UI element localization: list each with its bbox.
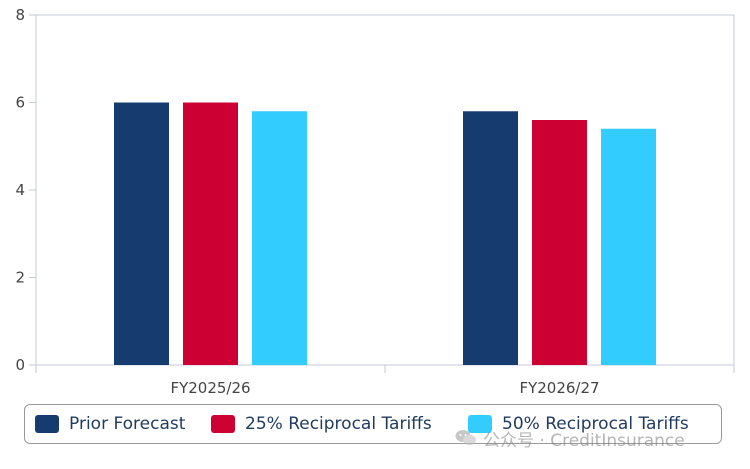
bar-fy2025-26-series-2[interactable] xyxy=(183,102,238,366)
legend-label: 50% Reciprocal Tariffs xyxy=(502,414,689,434)
y-tick-label: 6 xyxy=(15,94,25,112)
y-tick-label: 8 xyxy=(15,6,25,24)
legend: Prior Forecast 25% Reciprocal Tariffs 50… xyxy=(24,404,722,444)
bar-fy2025-26-series-3[interactable] xyxy=(252,111,307,365)
legend-label: Prior Forecast xyxy=(69,414,186,434)
y-tick-label: 4 xyxy=(15,181,25,199)
legend-label: 25% Reciprocal Tariffs xyxy=(245,414,432,434)
watermark-text: 公众号 · CreditInsurance xyxy=(483,430,685,451)
bar-fy2025-26-series-1[interactable] xyxy=(114,102,169,366)
legend-item-25-reciprocal-tariffs[interactable]: 25% Reciprocal Tariffs xyxy=(211,405,432,443)
x-category-label: FY2026/27 xyxy=(519,379,599,397)
watermark: 公众号 · CreditInsurance xyxy=(455,424,685,452)
y-axis: 0 2 4 6 8 xyxy=(15,6,36,374)
bars-group xyxy=(114,102,656,366)
bar-fy2026-27-series-3[interactable] xyxy=(601,128,656,365)
x-axis: FY2025/26 FY2026/27 xyxy=(35,365,735,397)
legend-item-prior-forecast[interactable]: Prior Forecast xyxy=(35,405,185,443)
bar-fy2026-27-series-2[interactable] xyxy=(532,120,587,365)
bar-fy2026-27-series-1[interactable] xyxy=(463,111,518,365)
wechat-icon xyxy=(455,430,476,446)
legend-swatch-50-reciprocal-tariffs xyxy=(468,415,492,433)
legend-item-50-reciprocal-tariffs[interactable]: 50% Reciprocal Tariffs xyxy=(468,405,689,443)
bar-chart: 0 2 4 6 8 FY2025/26 FY2026/27 xyxy=(15,6,735,397)
x-category-label: FY2025/26 xyxy=(170,379,250,397)
y-tick-label: 2 xyxy=(15,269,25,287)
legend-swatch-25-reciprocal-tariffs xyxy=(211,415,235,433)
y-tick-label: 0 xyxy=(15,356,25,374)
legend-swatch-prior-forecast xyxy=(35,415,59,433)
